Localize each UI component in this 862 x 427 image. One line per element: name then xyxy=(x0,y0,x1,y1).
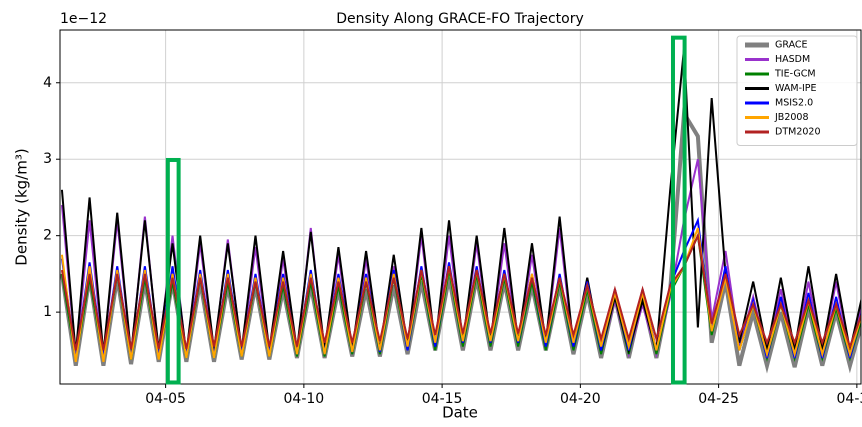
legend-label: HASDM xyxy=(775,54,810,65)
y-tick-label: 1 xyxy=(43,304,52,320)
x-tick-label: 04-25 xyxy=(698,391,739,407)
y-tick-label: 4 xyxy=(43,75,52,91)
legend-label: TIE-GCM xyxy=(774,69,816,80)
legend-label: WAM-IPE xyxy=(775,83,817,94)
legend-label: DTM2020 xyxy=(775,127,821,138)
plot-frame xyxy=(59,29,862,385)
x-tick-label: 04-10 xyxy=(284,391,325,407)
x-tick-label: 04-20 xyxy=(560,391,601,407)
x-tick-label: 04-30 xyxy=(837,391,862,407)
y-tick-label: 3 xyxy=(43,151,52,167)
highlight-box xyxy=(165,157,181,385)
legend-label: JB2008 xyxy=(774,112,809,123)
y-axis-label: Density (kg/m³) xyxy=(13,148,31,265)
y-offset-label: 1e−12 xyxy=(60,11,107,27)
highlight-box xyxy=(670,35,687,385)
x-axis-label: Date xyxy=(442,404,478,422)
legend-label: MSIS2.0 xyxy=(775,98,813,109)
chart-title: Density Along GRACE-FO Trajectory xyxy=(336,11,584,27)
legend-label: GRACE xyxy=(775,40,808,51)
x-tick-label: 04-15 xyxy=(422,391,463,407)
x-tick-label: 04-05 xyxy=(145,391,186,407)
series-line xyxy=(60,232,861,351)
y-tick-label: 2 xyxy=(43,228,52,244)
